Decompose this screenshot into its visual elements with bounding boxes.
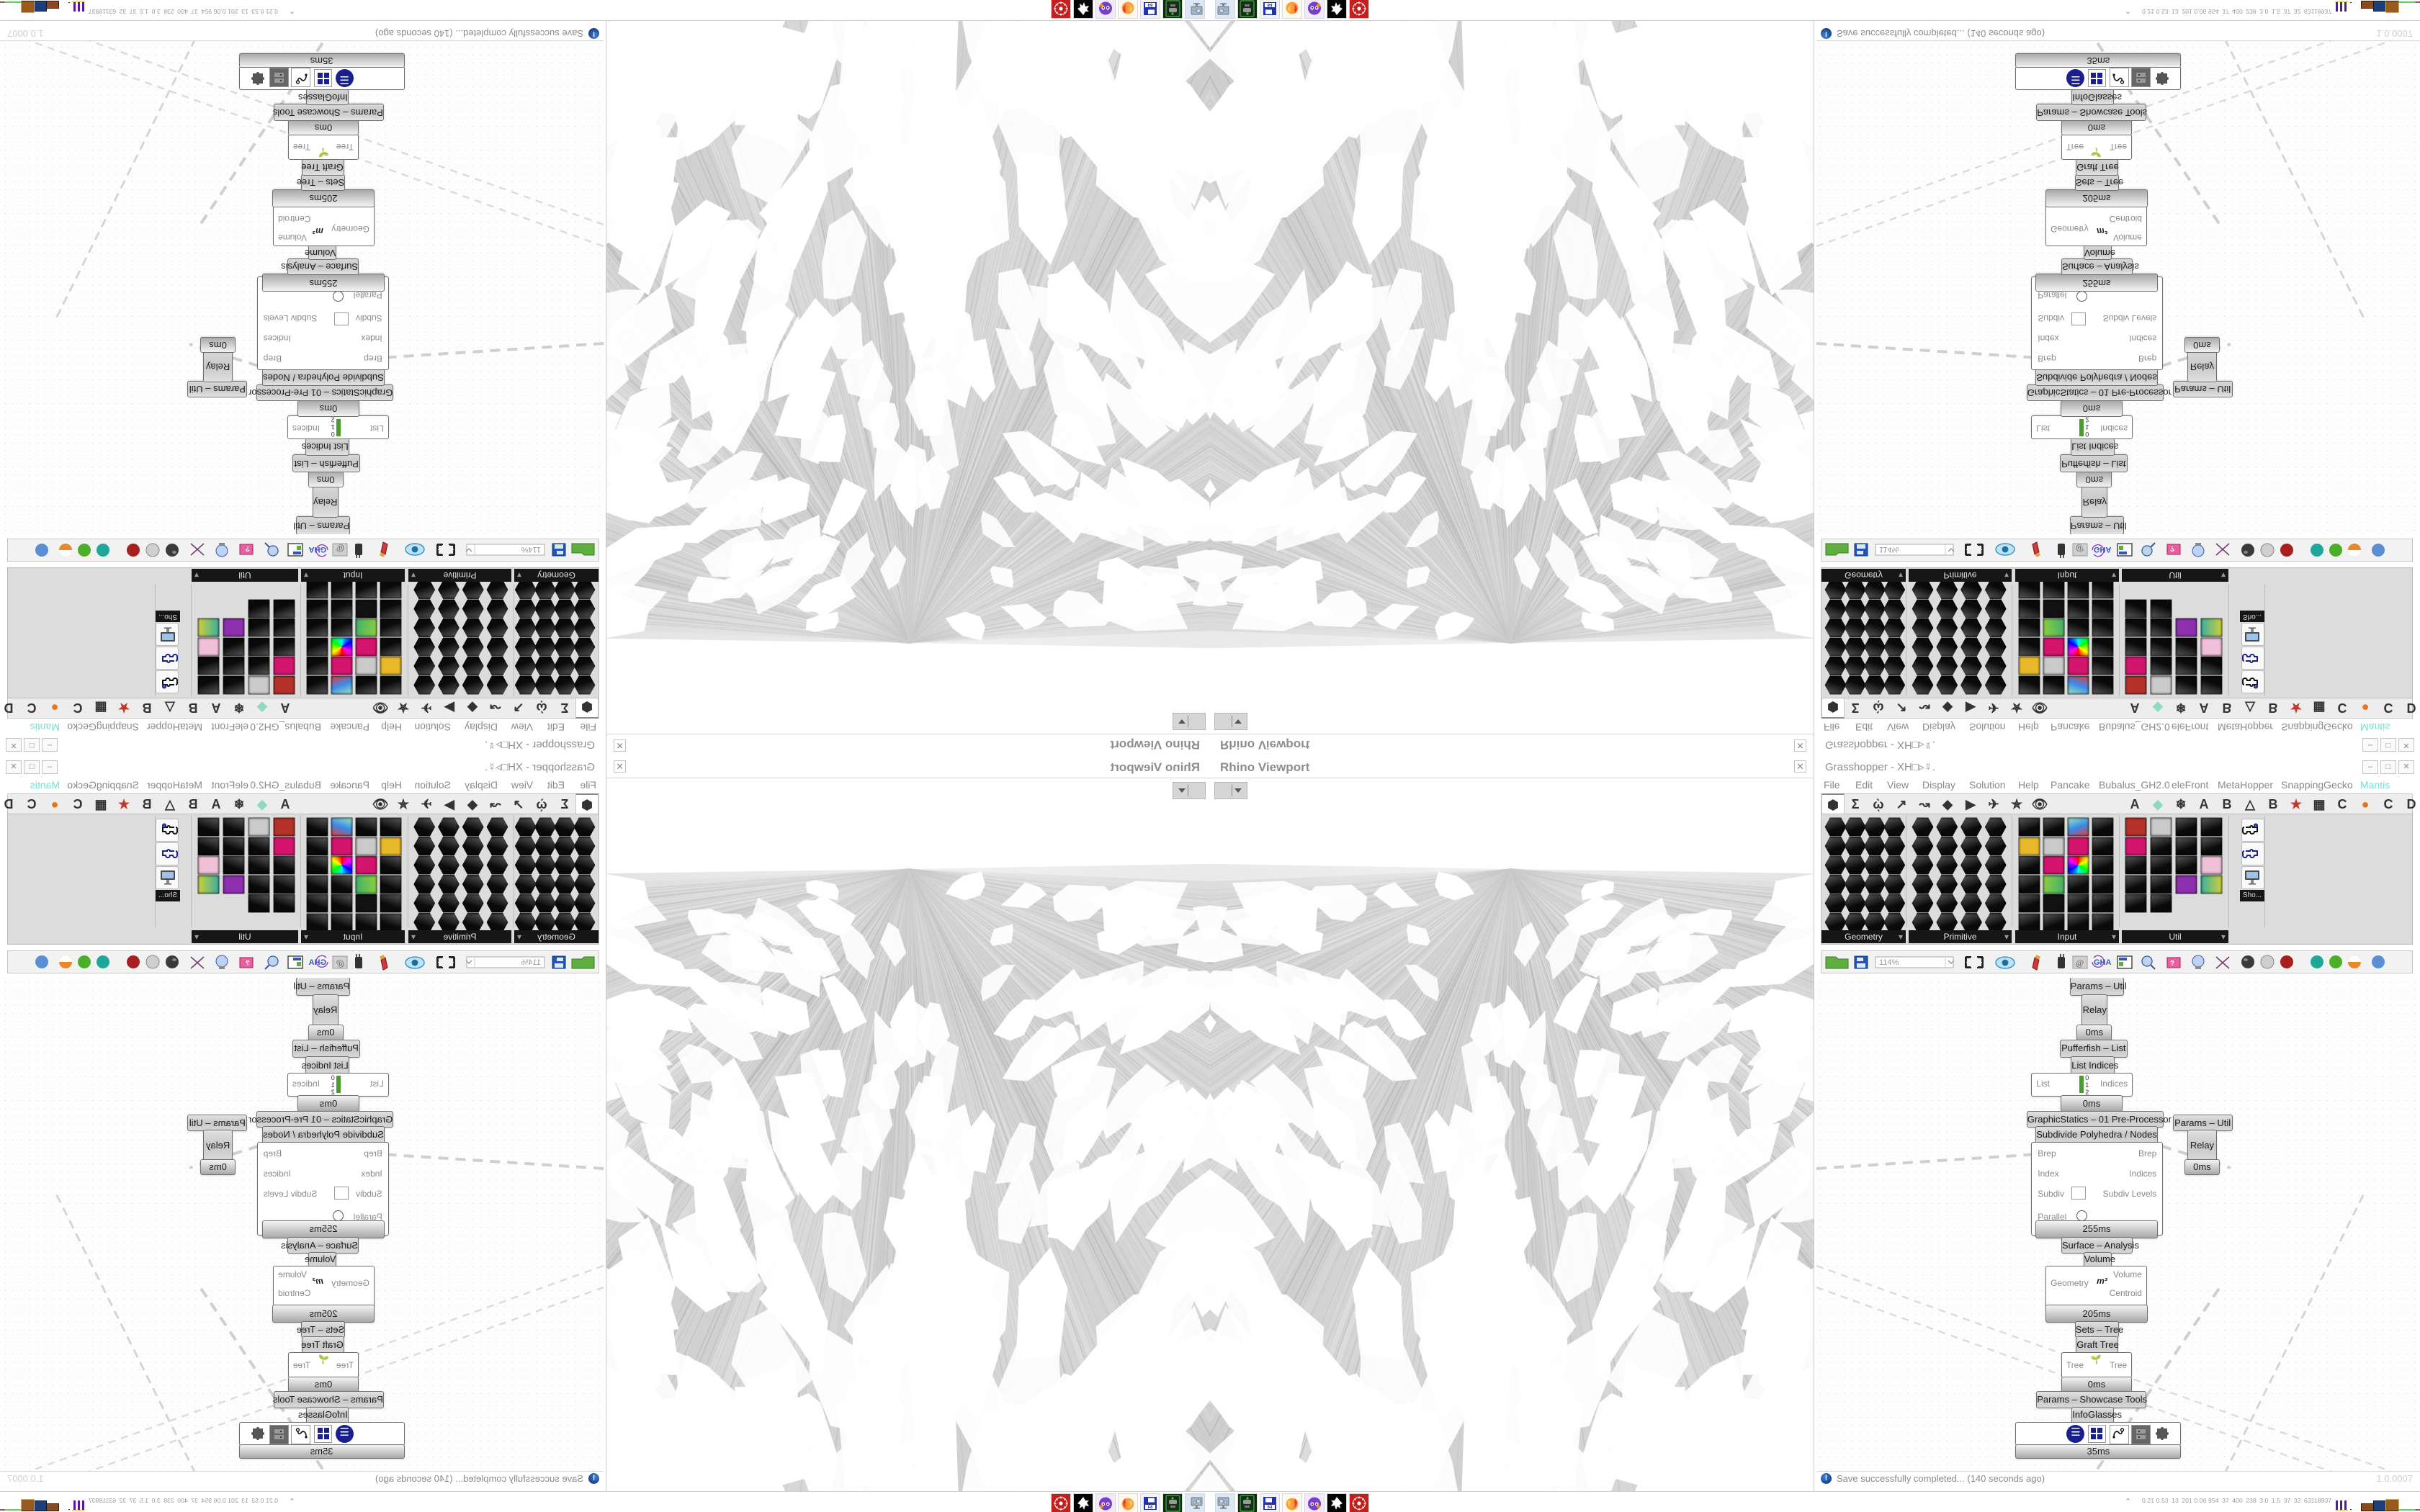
svg-text:i: i: [2255, 685, 2256, 688]
svg-text:64: 64: [1268, 1506, 1273, 1510]
svg-text:114%: 114%: [1879, 545, 1899, 554]
svg-text:?: ?: [246, 544, 250, 552]
svg-text:?: ?: [246, 960, 250, 968]
svg-text:114%: 114%: [1879, 958, 1899, 967]
svg-text:i: i: [2255, 824, 2256, 828]
svg-text:i: i: [163, 685, 164, 688]
svg-text:?: ?: [2170, 960, 2174, 968]
svg-text:i: i: [163, 824, 164, 828]
svg-text:114%: 114%: [521, 958, 541, 967]
svg-text:64: 64: [1147, 2, 1152, 6]
svg-text:@: @: [336, 544, 344, 554]
svg-text:?: ?: [2170, 544, 2174, 552]
svg-text:64: 64: [1147, 1506, 1152, 1510]
svg-text:64: 64: [1268, 2, 1273, 6]
svg-text:@: @: [2076, 544, 2084, 554]
svg-text:114%: 114%: [521, 545, 541, 554]
svg-text:@: @: [336, 958, 344, 968]
svg-text:@: @: [2076, 958, 2084, 968]
